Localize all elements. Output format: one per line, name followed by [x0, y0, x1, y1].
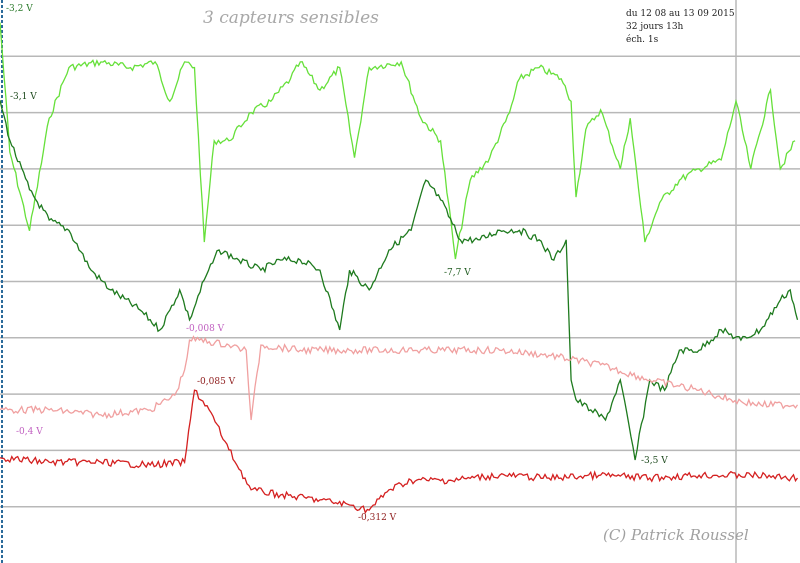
- label-light-green-max: -3,2 V: [6, 4, 33, 14]
- series-line-pink: [0, 335, 799, 421]
- copyright: (C) Patrick Roussel: [603, 526, 749, 544]
- label-red-max: -0,085 V: [197, 377, 236, 387]
- info-date-range: du 12 08 au 13 09 2015: [626, 9, 735, 19]
- series-line-dark-green: [0, 100, 799, 461]
- series-line-light-green: [0, 22, 796, 260]
- label-pink-min: -0,4 V: [16, 427, 43, 437]
- label-dark-green-min: -3,5 V: [641, 456, 668, 466]
- chart-info: du 12 08 au 13 09 2015 32 jours 13h éch.…: [626, 8, 735, 47]
- info-duration: 32 jours 13h: [626, 22, 684, 32]
- series-line-red: [0, 389, 799, 514]
- label-dark-green-peak: -7,7 V: [444, 268, 471, 278]
- label-red-min: -0,312 V: [358, 513, 397, 523]
- info-sampling: éch. 1s: [626, 35, 659, 45]
- chart-title: 3 capteurs sensibles: [203, 8, 379, 28]
- label-pink-max: -0,008 V: [186, 324, 225, 334]
- label-dark-green-start: -3,1 V: [10, 92, 37, 102]
